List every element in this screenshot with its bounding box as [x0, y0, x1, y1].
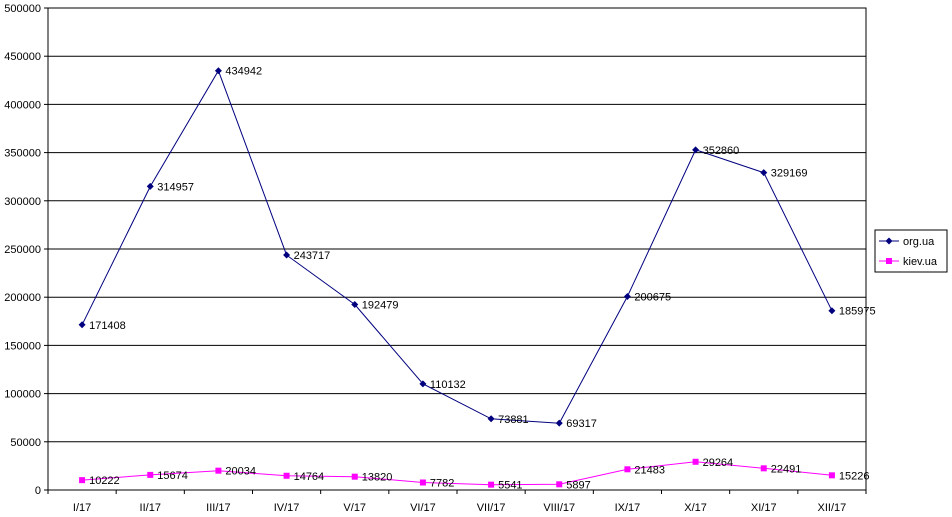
legend: org.ua kiev.ua	[874, 229, 948, 273]
data-label: 352860	[703, 145, 740, 157]
data-point	[419, 380, 427, 388]
y-tick-label: 250000	[4, 244, 41, 256]
x-tick-label: IV/17	[274, 502, 300, 514]
data-point	[351, 300, 359, 308]
legend-box	[874, 229, 948, 273]
data-label: 29264	[703, 457, 734, 469]
data-label: 73881	[498, 414, 529, 426]
data-label: 110132	[430, 379, 466, 391]
y-tick-label: 450000	[4, 51, 41, 63]
data-point	[351, 473, 358, 480]
data-point	[760, 169, 768, 177]
data-point	[79, 477, 86, 484]
y-tick-label: 200000	[4, 292, 41, 304]
grid-lines	[48, 7, 866, 443]
data-point	[555, 419, 563, 427]
data-label: 14764	[294, 471, 325, 483]
data-point	[419, 479, 426, 486]
x-tick-label: XI/17	[751, 502, 777, 514]
y-tick-label: 350000	[4, 148, 41, 160]
data-label: 200675	[634, 292, 671, 304]
data-point	[760, 465, 767, 472]
data-label: 185975	[839, 306, 876, 318]
data-point	[147, 471, 154, 478]
data-label: 22491	[771, 463, 802, 475]
series-line	[81, 69, 833, 424]
data-label: 15226	[839, 470, 870, 482]
data-point	[215, 467, 222, 474]
series-org-ua: 171408 314957 434942 243717 192479 110132 7388…	[78, 66, 876, 430]
data-label: 243717	[294, 250, 331, 262]
data-label: 5541	[498, 480, 522, 492]
data-label: 171408	[89, 320, 126, 332]
y-tick-label: 150000	[4, 340, 41, 352]
y-tick-label: 50000	[10, 437, 41, 449]
plot-area-frame	[47, 7, 867, 491]
x-tick-label: II/17	[140, 502, 161, 514]
data-label: 329169	[771, 168, 808, 180]
series-line	[82, 461, 832, 486]
data-point	[692, 146, 700, 154]
data-label: 21483	[634, 464, 665, 476]
data-point	[624, 466, 631, 473]
x-tick-label: IX/17	[615, 502, 641, 514]
data-point	[556, 481, 563, 488]
x-tick-label: V/17	[343, 502, 366, 514]
data-point	[828, 472, 835, 479]
y-tick-label: 300000	[4, 196, 41, 208]
x-tick-label: I/17	[73, 502, 91, 514]
data-label: 69317	[566, 418, 597, 430]
data-point	[487, 415, 495, 423]
y-tick-label: 500000	[4, 3, 41, 15]
data-point	[283, 472, 290, 479]
x-tick-label: III/17	[206, 502, 230, 514]
data-point	[78, 321, 86, 329]
data-point	[623, 293, 631, 301]
x-tick-label: VII/17	[477, 502, 506, 514]
data-label: 7782	[430, 477, 454, 489]
data-point	[146, 182, 154, 190]
data-label: 314957	[157, 181, 194, 193]
x-tick-label: XII/17	[818, 502, 847, 514]
y-tick-label: 100000	[4, 389, 41, 401]
legend-marker	[885, 237, 893, 245]
x-axis-ticks: I/17 II/17 III/17 IV/17 V/17 VI/17 VII/17 VIII/…	[47, 490, 867, 514]
data-point	[692, 458, 699, 465]
legend-marker	[886, 258, 892, 264]
data-label: 20034	[225, 466, 256, 478]
plot-series: 171408 314957 434942 243717 192479 110132 7388…	[78, 66, 876, 492]
series-kiev-ua: 10222 15674 20034 14764 13820 7782 5541 5897 214…	[79, 457, 870, 492]
data-label: 15674	[157, 470, 188, 482]
data-point	[488, 481, 495, 488]
x-tick-label: VI/17	[410, 502, 436, 514]
legend-label: kiev.ua	[903, 256, 938, 268]
data-label: 5897	[566, 479, 590, 491]
data-point	[214, 67, 222, 75]
y-axis-ticks: 0 50000 100000 150000 200000 250000 300000 3500…	[4, 3, 48, 497]
y-tick-label: 0	[35, 485, 41, 497]
data-point	[283, 251, 291, 259]
data-label: 10222	[89, 475, 120, 487]
y-tick-label: 400000	[4, 99, 41, 111]
legend-label: org.ua	[903, 236, 935, 248]
data-point	[828, 307, 836, 315]
data-label: 434942	[225, 66, 262, 78]
data-label: 192479	[362, 299, 399, 311]
x-tick-label: X/17	[684, 502, 707, 514]
data-label: 13820	[362, 472, 393, 484]
x-tick-label: VIII/17	[543, 502, 575, 514]
